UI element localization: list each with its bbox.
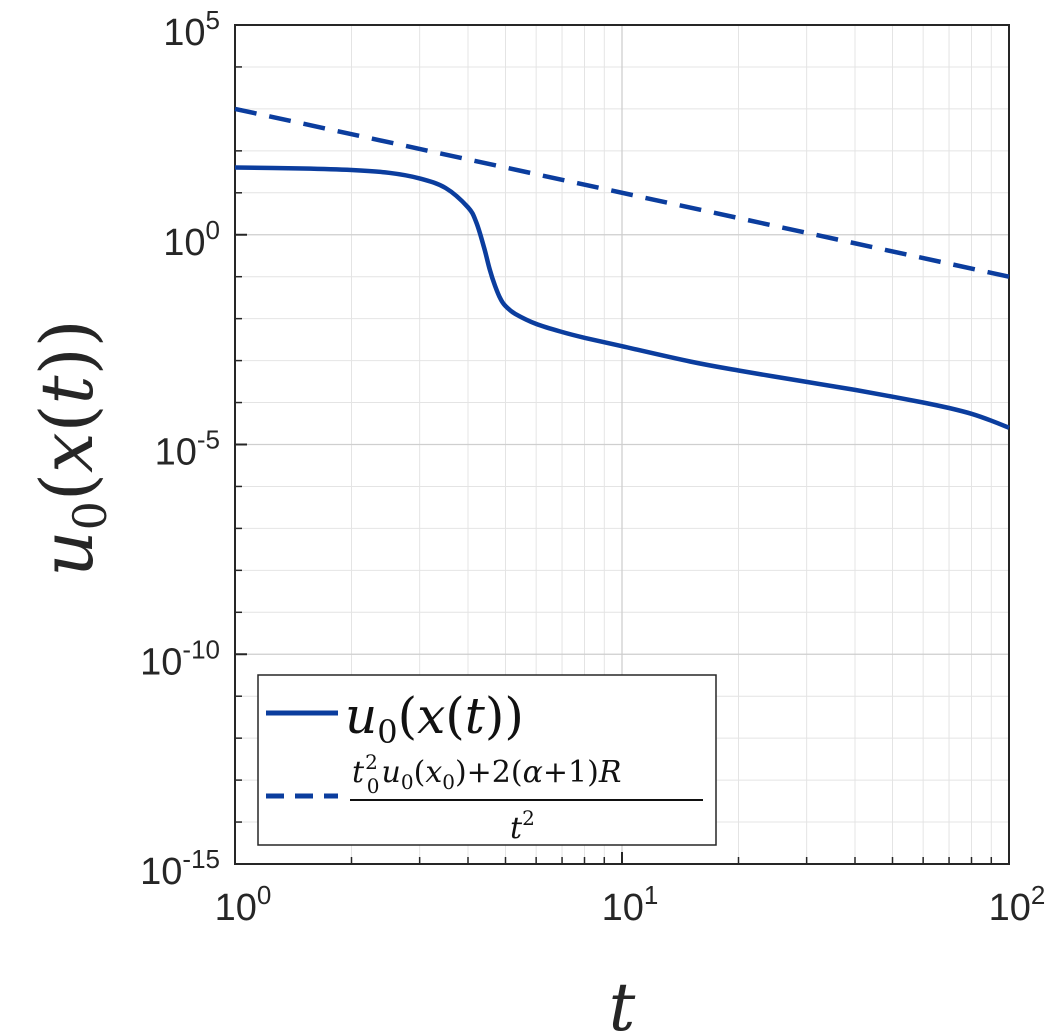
axis-tick-marks <box>234 24 1010 865</box>
y-tick-labels: 105 100 10-5 10-10 10-15 <box>140 5 220 893</box>
svg-text:t2: t2 <box>510 806 535 846</box>
x-tick-label: 101 <box>602 880 659 929</box>
series-u0-solid-line <box>234 165 1010 430</box>
x-tick-label: 100 <box>215 880 272 929</box>
x-axis-label: t <box>609 969 636 1035</box>
legend-label-solid: u0(x(t)) <box>345 687 524 751</box>
legend: u0(x(t)) t2 0u0(x0)+2(α+1)R t2 <box>257 674 717 846</box>
svg-text:u0(x(t)): u0(x(t)) <box>25 319 117 577</box>
y-tick-label: 100 <box>163 215 220 264</box>
y-tick-label: 10-15 <box>140 844 220 893</box>
legend-box <box>257 674 717 846</box>
y-tick-label: 10-5 <box>155 425 220 474</box>
x-tick-labels: 100 101 102 <box>215 880 1046 929</box>
y-tick-label: 105 <box>163 5 220 54</box>
x-tick-label: 102 <box>989 880 1046 929</box>
legend-label-dashed: t2 0u0(x0)+2(α+1)R t2 <box>350 750 703 846</box>
y-axis-label: u0(x(t)) <box>25 319 117 577</box>
series-layer <box>234 106 1010 430</box>
y-tick-label: 10-10 <box>140 634 220 683</box>
series-bound-dashed-line <box>234 106 1010 279</box>
